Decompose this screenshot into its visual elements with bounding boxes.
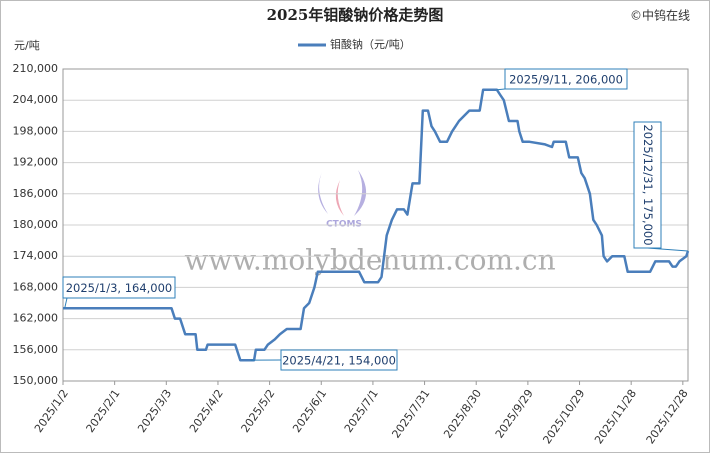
source: ©中钨在线: [630, 8, 690, 23]
line-series: [63, 88, 690, 362]
logo-shape: [318, 172, 328, 214]
y-tick-label: 186,000: [13, 187, 59, 200]
annotation-text: 2025/1/3, 164,000: [66, 281, 173, 295]
annotation-box: [280, 349, 398, 371]
y-tick-label: 204,000: [13, 93, 59, 106]
y-tick-label: 180,000: [13, 218, 59, 231]
plot-border: [62, 68, 689, 382]
y-tick-label: 192,000: [13, 156, 59, 169]
chart-title: 2025年钼酸钠价格走势图: [267, 6, 444, 24]
logo-shape: [354, 170, 367, 216]
y-tick-label: 198,000: [13, 124, 59, 137]
y-tick-label: 174,000: [13, 249, 59, 262]
annotation-text: 2025/12/31, 175,000: [641, 124, 655, 245]
annotation-leader: [496, 88, 506, 91]
watermark: www.molybdenum.com.cn: [184, 244, 555, 277]
annotation-text: 2025/4/21, 154,000: [282, 354, 396, 368]
y-axis-label: 元/吨: [14, 39, 40, 52]
legend-label: 钼酸钠（元/吨）: [330, 37, 411, 51]
logo-shape: [335, 180, 344, 216]
y-tick-label: 168,000: [13, 280, 59, 293]
annotation-box: [633, 121, 662, 249]
y-tick-label: 156,000: [13, 343, 59, 356]
annotation-leader: [64, 297, 68, 309]
y-tick-label: 162,000: [13, 312, 59, 325]
annotation-text: 2025/9/11, 206,000: [509, 73, 623, 87]
annotation-box: [504, 68, 628, 90]
y-tick-label: 210,000: [13, 62, 59, 75]
y-tick-label: 150,000: [13, 374, 59, 387]
annotation-box: [62, 276, 176, 299]
